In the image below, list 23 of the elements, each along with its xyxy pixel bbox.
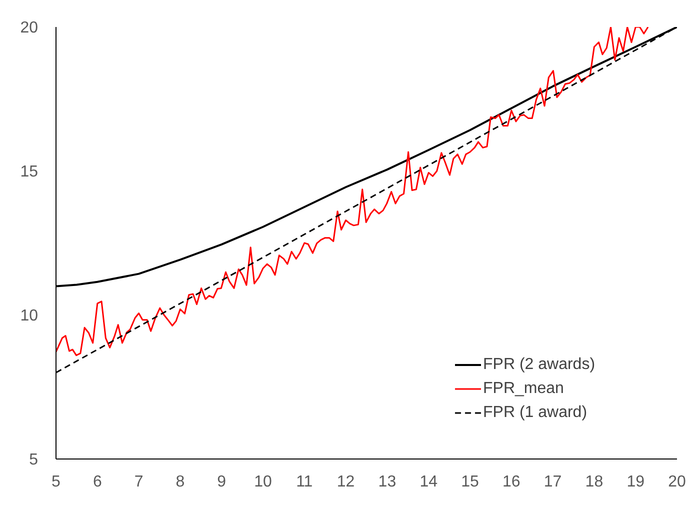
- x-tick-label: 7: [134, 473, 144, 490]
- x-tick-label: 13: [378, 473, 396, 490]
- x-tick-label: 6: [92, 473, 102, 490]
- x-tick-label: 18: [585, 473, 604, 490]
- x-tick-label: 11: [296, 473, 313, 490]
- x-tick-label: 5: [52, 473, 61, 490]
- y-tick-label: 15: [20, 164, 38, 181]
- x-tick-label: 8: [176, 473, 185, 490]
- y-tick-label: 10: [20, 308, 38, 325]
- x-tick-label: 10: [254, 473, 272, 490]
- x-tick-label: 14: [420, 473, 438, 490]
- legend-label: FPR (1 award): [483, 404, 588, 422]
- y-tick-label: 5: [29, 452, 38, 469]
- legend-label: FPR (2 awards): [483, 356, 596, 374]
- x-tick-label: 17: [544, 473, 562, 490]
- x-tick-label: 19: [626, 473, 645, 490]
- x-tick-label: 12: [336, 473, 355, 490]
- x-tick-label: 16: [502, 473, 520, 490]
- x-tick-label: 20: [668, 473, 686, 490]
- x-tick-label: 9: [217, 473, 226, 490]
- y-tick-label: 20: [20, 20, 38, 37]
- legend-label: FPR_mean: [483, 380, 564, 398]
- x-tick-label: 15: [461, 473, 479, 490]
